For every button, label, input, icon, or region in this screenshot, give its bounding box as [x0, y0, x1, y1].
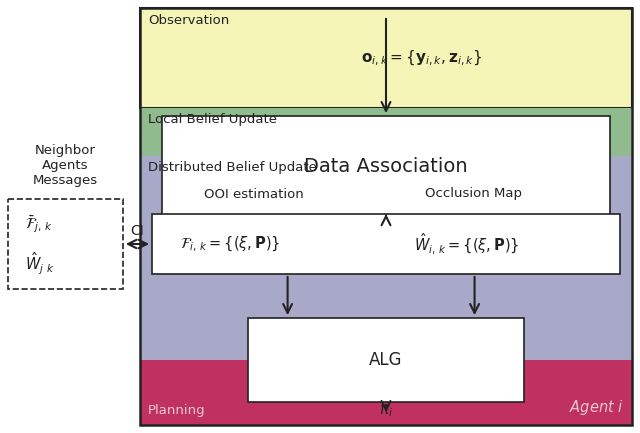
Text: $\pi_i$: $\pi_i$: [379, 403, 393, 419]
Bar: [8, 199, 123, 289]
Text: $\mathcal{F}_{i,\, k} = \{(\xi, \mathbf{P})\}$: $\mathcal{F}_{i,\, k} = \{(\xi, \mathbf{…: [180, 234, 280, 254]
Bar: [152, 214, 620, 274]
Text: Observation: Observation: [148, 14, 229, 27]
Bar: [140, 108, 632, 156]
Text: Planning: Planning: [148, 404, 205, 417]
Text: Neighbor
Agents
Messages: Neighbor Agents Messages: [33, 144, 98, 187]
Text: ALG: ALG: [369, 351, 403, 369]
Bar: [162, 116, 610, 216]
Text: $\mathbf{o}_{i,k} = \{\mathbf{y}_{i,k}, \mathbf{z}_{i,k}\}$: $\mathbf{o}_{i,k} = \{\mathbf{y}_{i,k}, …: [362, 48, 483, 68]
Bar: [140, 360, 632, 425]
Text: CI: CI: [131, 224, 145, 238]
Text: $\bar{\mathcal{F}}_{j,\, k}$: $\bar{\mathcal{F}}_{j,\, k}$: [25, 213, 53, 235]
Bar: [248, 318, 524, 402]
Bar: [140, 8, 632, 425]
Bar: [140, 8, 632, 108]
Text: OOI estimation: OOI estimation: [204, 187, 304, 200]
Text: Agent $i$: Agent $i$: [570, 398, 624, 417]
Text: $\hat{W}_{j\;\, k}$: $\hat{W}_{j\;\, k}$: [25, 251, 56, 277]
Text: Local Belief Update: Local Belief Update: [148, 113, 277, 126]
Bar: [140, 156, 632, 360]
Text: Data Association: Data Association: [304, 156, 468, 175]
Text: Occlusion Map: Occlusion Map: [426, 187, 522, 200]
Text: Distributed Belief Update: Distributed Belief Update: [148, 161, 317, 174]
Text: $\hat{W}_{i,\, k} = \{(\xi, \mathbf{P})\}$: $\hat{W}_{i,\, k} = \{(\xi, \mathbf{P})\…: [414, 232, 520, 257]
